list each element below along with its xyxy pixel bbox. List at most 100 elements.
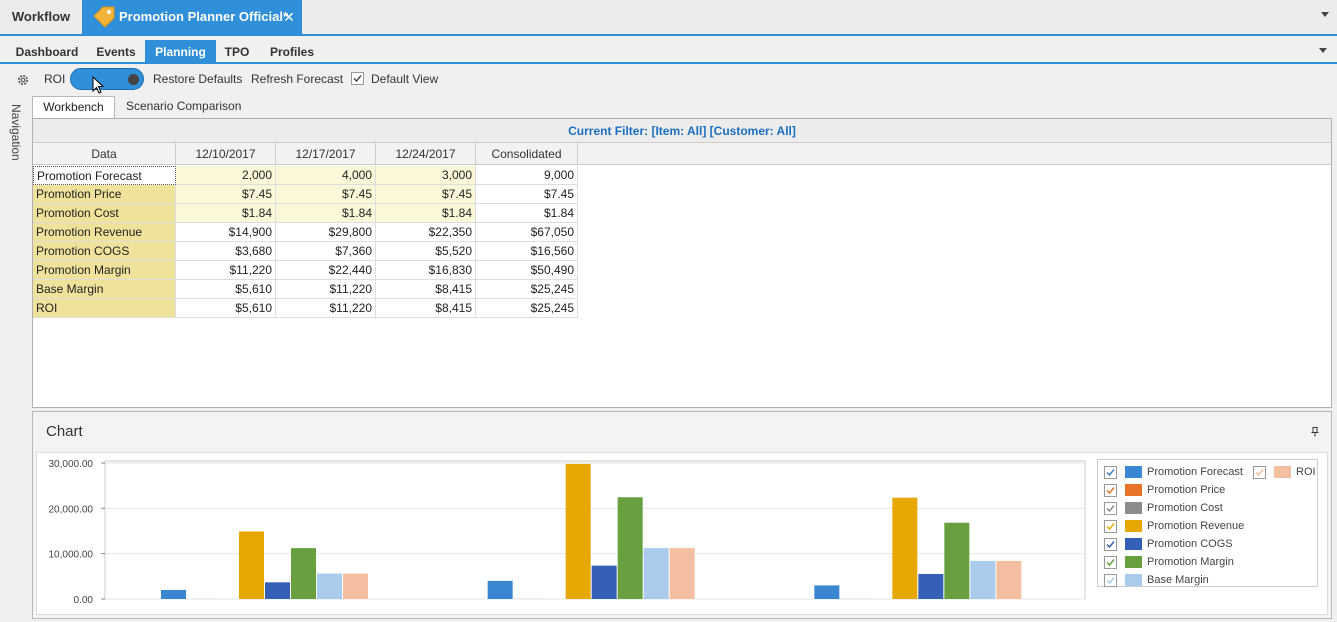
legend-item[interactable]: Promotion Forecast: [1104, 464, 1254, 480]
tab-scenario-comparison[interactable]: Scenario Comparison: [126, 96, 241, 118]
bar-roi[interactable]: [996, 561, 1021, 599]
bar-roi[interactable]: [670, 548, 695, 599]
table-cell: $3,680: [176, 242, 276, 261]
current-filter: Current Filter: [Item: All] [Customer: A…: [33, 119, 1331, 143]
tab-dashboard[interactable]: Dashboard: [8, 40, 86, 64]
close-tab-icon[interactable]: ✕: [282, 0, 296, 34]
legend-checkbox[interactable]: [1104, 574, 1117, 587]
legend-item[interactable]: Promotion Revenue: [1104, 518, 1254, 534]
restore-defaults-button[interactable]: Restore Defaults: [153, 72, 242, 86]
legend-item[interactable]: Promotion Price: [1104, 482, 1254, 498]
legend-item[interactable]: Promotion Cost: [1104, 500, 1254, 516]
table-cell[interactable]: $1.84: [376, 204, 476, 223]
table-row[interactable]: Promotion COGS $3,680 $7,360 $5,520 $16,560: [33, 242, 578, 261]
tab-workbench[interactable]: Workbench: [32, 96, 115, 119]
tab-tpo[interactable]: TPO: [218, 40, 256, 64]
table-cell: $16,560: [476, 242, 578, 261]
table-row[interactable]: Base Margin $5,610 $11,220 $8,415 $25,245: [33, 280, 578, 299]
legend-item[interactable]: Promotion COGS: [1104, 536, 1254, 552]
table-cell[interactable]: $7.45: [276, 185, 376, 204]
bar-roi[interactable]: [343, 574, 368, 599]
table-cell: $5,520: [376, 242, 476, 261]
table-cell[interactable]: $1.84: [176, 204, 276, 223]
tab-events[interactable]: Events: [88, 40, 144, 64]
navigation-pane-toggle[interactable]: Navigation: [0, 96, 30, 176]
roi-toggle[interactable]: [70, 68, 144, 90]
bar-promotion-revenue[interactable]: [239, 531, 264, 599]
bar-promotion-cogs[interactable]: [265, 582, 290, 599]
y-tick-label: 10,000.00: [49, 550, 94, 561]
column-header[interactable]: Consolidated: [476, 143, 578, 165]
legend-checkbox[interactable]: [1104, 520, 1117, 533]
table-cell[interactable]: 2,000: [176, 166, 276, 185]
bar-base-margin[interactable]: [317, 574, 342, 599]
column-header[interactable]: 12/17/2017: [276, 143, 376, 165]
table-cell: $16,830: [376, 261, 476, 280]
bar-base-margin[interactable]: [644, 548, 669, 599]
bar-chart: 30,000.0020,000.0010,000.000.00: [37, 453, 1097, 616]
table-row[interactable]: Promotion Revenue $14,900 $29,800 $22,350 $6…: [33, 223, 578, 242]
table-cell: $22,350: [376, 223, 476, 242]
bar-promotion-margin[interactable]: [618, 497, 643, 599]
table-cell: $11,220: [276, 280, 376, 299]
table-row[interactable]: ROI $5,610 $11,220 $8,415 $25,245: [33, 299, 578, 318]
tab-planning[interactable]: Planning: [145, 40, 216, 64]
workbench-grid: Current Filter: [Item: All] [Customer: A…: [32, 118, 1332, 408]
legend-checkbox[interactable]: [1104, 484, 1117, 497]
legend-checkbox[interactable]: [1104, 556, 1117, 569]
legend-item[interactable]: Base Margin: [1104, 572, 1254, 588]
bar-promotion-revenue[interactable]: [892, 498, 917, 599]
column-header[interactable]: Data: [33, 143, 176, 165]
legend-checkbox[interactable]: [1104, 502, 1117, 515]
default-view-checkbox[interactable]: [351, 72, 364, 85]
bar-promotion-forecast[interactable]: [161, 590, 186, 599]
table-cell[interactable]: $7.45: [376, 185, 476, 204]
bar-promotion-cogs[interactable]: [592, 566, 617, 599]
default-view-label: Default View: [371, 72, 438, 86]
pin-icon[interactable]: [1311, 426, 1319, 440]
table-cell[interactable]: $7.45: [176, 185, 276, 204]
legend-checkbox[interactable]: [1104, 466, 1117, 479]
legend-checkbox[interactable]: [1253, 466, 1266, 479]
column-header[interactable]: 12/24/2017: [376, 143, 476, 165]
table-cell[interactable]: 3,000: [376, 166, 476, 185]
table-cell: $67,050: [476, 223, 578, 242]
legend-item[interactable]: ROI: [1253, 464, 1337, 480]
bar-promotion-cogs[interactable]: [918, 574, 943, 599]
bar-promotion-margin[interactable]: [291, 548, 316, 599]
tab-profiles[interactable]: Profiles: [262, 40, 322, 64]
row-label: Promotion COGS: [33, 242, 176, 261]
table-cell: $29,800: [276, 223, 376, 242]
row-label: Promotion Price: [33, 185, 176, 204]
tab-workflow[interactable]: Workflow: [0, 0, 82, 34]
table-row[interactable]: Promotion Cost $1.84 $1.84 $1.84 $1.84: [33, 204, 578, 223]
price-tag-icon: [92, 6, 116, 41]
refresh-forecast-button[interactable]: Refresh Forecast: [251, 72, 343, 86]
bar-promotion-forecast[interactable]: [814, 585, 839, 599]
legend-swatch: [1125, 502, 1142, 514]
table-row[interactable]: Promotion Forecast 2,000 4,000 3,000 9,000: [33, 166, 578, 185]
gear-icon[interactable]: [16, 73, 30, 90]
legend-label: ROI: [1296, 464, 1316, 480]
bar-base-margin[interactable]: [970, 561, 995, 599]
table-cell: $1.84: [476, 204, 578, 223]
bar-promotion-forecast[interactable]: [488, 581, 513, 599]
chevron-down-icon[interactable]: [1321, 12, 1329, 17]
row-label: Promotion Revenue: [33, 223, 176, 242]
table-cell[interactable]: 4,000: [276, 166, 376, 185]
column-header[interactable]: 12/10/2017: [176, 143, 276, 165]
bar-promotion-revenue[interactable]: [566, 464, 591, 599]
table-cell[interactable]: $1.84: [276, 204, 376, 223]
table-cell: $50,490: [476, 261, 578, 280]
table-row[interactable]: Promotion Price $7.45 $7.45 $7.45 $7.45: [33, 185, 578, 204]
chart-title: Chart: [46, 423, 83, 440]
legend-checkbox[interactable]: [1104, 538, 1117, 551]
table-cell: $25,245: [476, 299, 578, 318]
tab-promotion-planner[interactable]: Promotion Planner Official* ✕: [82, 0, 302, 34]
legend-item[interactable]: Promotion Margin: [1104, 554, 1254, 570]
table-cell: $8,415: [376, 299, 476, 318]
table-row[interactable]: Promotion Margin $11,220 $22,440 $16,830 $50…: [33, 261, 578, 280]
chevron-down-icon[interactable]: [1319, 48, 1327, 53]
toolbar: ROI Restore Defaults Refresh Forecast De…: [0, 66, 1337, 92]
bar-promotion-margin[interactable]: [944, 523, 969, 599]
